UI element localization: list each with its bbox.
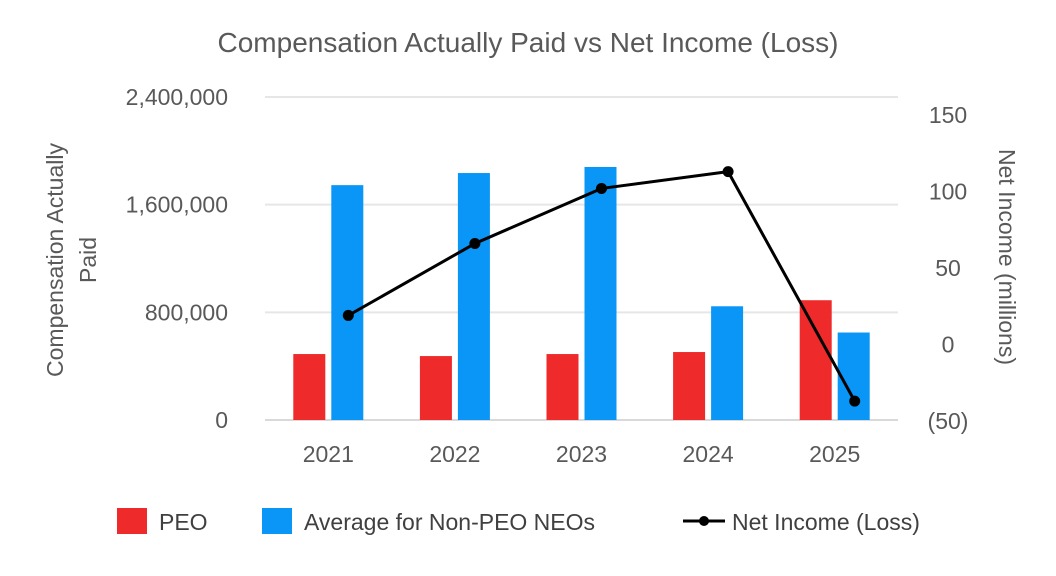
- bar-non-peo-2023: [584, 166, 617, 420]
- net-income-line: [342, 166, 861, 407]
- legend-peo-label: PEO: [159, 509, 208, 535]
- bar-peo-2024: [673, 352, 706, 420]
- right-tick-label: 50: [935, 255, 961, 281]
- net-income-point-2021: [342, 309, 354, 321]
- bar-non-peo-2022: [457, 173, 490, 420]
- chart-title: Compensation Actually Paid vs Net Income…: [218, 27, 839, 58]
- legend: PEO Average for Non-PEO NEOs Net Income …: [117, 508, 920, 535]
- legend-net-income-marker: [699, 516, 709, 526]
- bar-non-peo-2021: [331, 185, 364, 420]
- net-income-point-2025: [849, 395, 861, 407]
- right-axis-label: Net Income (millions): [994, 149, 1020, 365]
- net-income-point-2022: [469, 238, 481, 250]
- left-tick-label: 2,400,000: [126, 84, 228, 110]
- right-tick-label: 0: [942, 332, 955, 358]
- bar-peo-2022: [419, 356, 452, 420]
- legend-non-peo-label: Average for Non-PEO NEOs: [304, 509, 595, 535]
- left-axis-ticks: 0 800,000 1,600,000 2,400,000: [126, 84, 228, 433]
- left-tick-label: 800,000: [145, 299, 228, 325]
- legend-non-peo-swatch: [262, 508, 292, 534]
- net-income-point-2024: [722, 166, 734, 178]
- x-tick-label: 2023: [556, 441, 607, 467]
- legend-peo-swatch: [117, 508, 147, 534]
- left-axis-label-line-2: Paid: [75, 237, 101, 283]
- gridlines: [265, 96, 898, 421]
- left-tick-label: 0: [215, 407, 228, 433]
- net-income-point-2023: [596, 182, 607, 194]
- x-tick-label: 2021: [303, 441, 354, 467]
- x-tick-label: 2024: [683, 441, 734, 467]
- x-tick-label: 2022: [429, 441, 480, 467]
- x-axis-ticks: 2021 2022 2023 2024 2025: [303, 441, 861, 467]
- right-tick-label: 150: [929, 102, 967, 128]
- right-axis-ticks: (50) 0 50 100 150: [928, 102, 969, 434]
- bar-peo-2023: [546, 354, 579, 420]
- left-tick-label: 1,600,000: [126, 192, 228, 218]
- left-axis-label-line-1: Compensation Actually: [42, 143, 68, 377]
- x-tick-label: 2025: [809, 441, 860, 467]
- bar-peo-2025: [799, 300, 832, 420]
- right-tick-label: 100: [929, 179, 967, 205]
- legend-net-income-label: Net Income (Loss): [732, 509, 920, 535]
- bar-non-peo-2024: [711, 306, 744, 420]
- bars: [293, 166, 870, 420]
- right-tick-label: (50): [928, 408, 969, 434]
- bar-peo-2021: [293, 354, 326, 420]
